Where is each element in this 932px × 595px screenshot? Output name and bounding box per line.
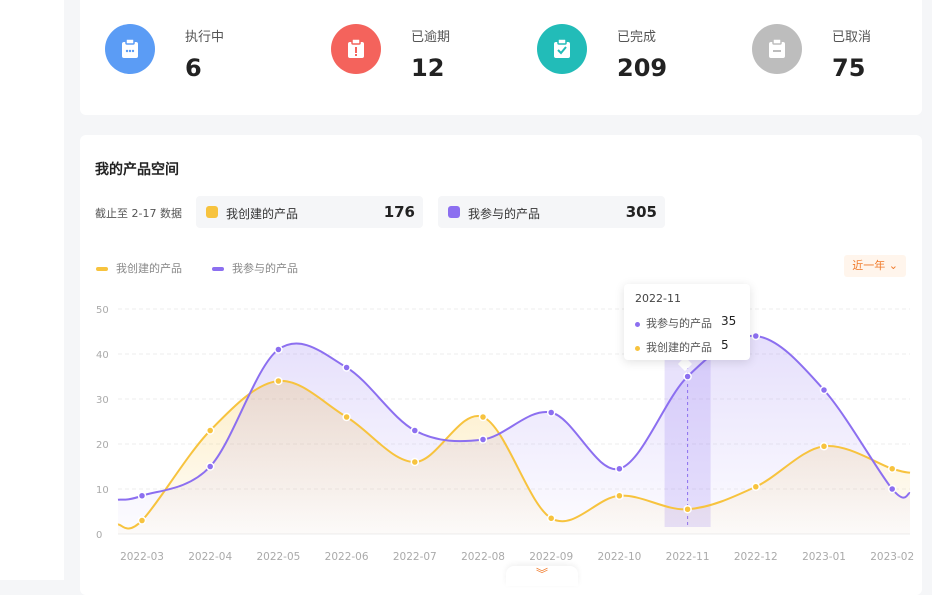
product-trend-chart: 0 10 20 30 40 50 2022-03 2022-04 2022-05 2022-06 2… [96, 305, 914, 563]
legend-swatch [96, 267, 108, 271]
y-tick-label: 20 [96, 440, 109, 451]
stat-label: 已完成 [617, 30, 657, 45]
joined-products-pill[interactable]: 我参与的产品 305 [438, 196, 665, 228]
stat-value: 75 [832, 54, 866, 82]
data-point [615, 491, 624, 500]
section-title: 我的产品空间 [95, 162, 179, 178]
data-point [342, 363, 351, 372]
x-tick-label: 2023-02 [870, 551, 914, 563]
clipboard-dots-icon [105, 24, 155, 74]
series-line [117, 334, 911, 501]
y-tick-label: 50 [96, 305, 109, 316]
data-point [887, 464, 897, 473]
x-tick-label: 2023-01 [802, 551, 846, 563]
stat-value: 209 [617, 54, 668, 82]
x-tick-label: 2022-07 [393, 551, 437, 563]
data-point [205, 426, 215, 435]
series-area [118, 335, 910, 534]
time-range-select[interactable]: 近一年 ⌄ [844, 255, 906, 277]
tooltip-row-joined: 我参与的产品 [635, 315, 712, 331]
series-line [117, 379, 911, 530]
data-point [274, 345, 283, 354]
x-tick-label: 2022-04 [188, 551, 232, 563]
y-tick-label: 10 [96, 485, 109, 496]
tooltip-value: 5 [721, 338, 729, 352]
data-point [683, 372, 692, 381]
stat-label: 执行中 [185, 30, 225, 45]
clipboard-minus-icon [752, 24, 802, 74]
data-point [410, 457, 420, 467]
data-point [751, 482, 761, 491]
data-point [478, 412, 488, 422]
x-tick-label: 2022-09 [529, 551, 573, 563]
tooltip-dot [635, 321, 640, 327]
data-point [546, 514, 556, 523]
task-stats-card: 执行中 6 已逾期 12 已完成 209 已取消 75 [80, 0, 922, 115]
cube-icon [206, 206, 218, 218]
x-tick-label: 2022-08 [461, 551, 505, 563]
expand-toggle-button[interactable]: ︾ [506, 566, 578, 586]
legend-item-joined[interactable]: 我参与的产品 [212, 260, 298, 276]
data-point [342, 412, 351, 422]
data-point [410, 426, 420, 435]
legend-label: 我创建的产品 [116, 262, 182, 275]
y-tick-label: 30 [96, 395, 109, 406]
data-point [751, 331, 761, 341]
x-tick-label: 2022-05 [256, 551, 300, 563]
data-cutoff-note: 截止至 2-17 数据 [95, 207, 182, 220]
x-tick-label: 2022-06 [325, 551, 369, 563]
pill-value: 176 [383, 203, 415, 221]
data-point [137, 491, 147, 500]
tooltip-series-name: 我参与的产品 [646, 317, 712, 330]
pill-label: 我创建的产品 [226, 207, 299, 221]
x-tick-label: 2022-03 [120, 551, 164, 563]
x-tick-label: 2022-10 [597, 551, 641, 563]
stat-value: 6 [185, 54, 202, 82]
tooltip-series-name: 我创建的产品 [646, 341, 712, 354]
legend-label: 我参与的产品 [232, 262, 298, 275]
data-point [683, 505, 692, 514]
created-products-pill[interactable]: 我创建的产品 176 [196, 196, 423, 228]
data-point [274, 376, 283, 386]
y-tick-label: 40 [96, 350, 109, 361]
data-point [615, 464, 624, 473]
tooltip-row-created: 我创建的产品 [635, 339, 712, 355]
pill-label: 我参与的产品 [468, 207, 541, 221]
x-tick-label: 2022-12 [734, 551, 778, 563]
data-point [478, 435, 488, 444]
stat-label: 已取消 [832, 30, 872, 45]
data-point [819, 442, 829, 451]
stat-label: 已逾期 [411, 30, 451, 45]
clipboard-check-icon [537, 24, 587, 74]
data-point [887, 484, 897, 494]
tooltip-title: 2022-11 [635, 292, 681, 305]
double-chevron-down-icon: ︾ [535, 567, 548, 581]
data-point [205, 462, 215, 471]
clipboard-alert-icon [331, 24, 381, 74]
x-tick-label: 2022-11 [666, 551, 710, 563]
stat-value: 12 [411, 54, 445, 82]
y-tick-label: 0 [96, 530, 102, 541]
tooltip-dot [635, 345, 640, 351]
data-point [819, 385, 829, 395]
data-point [546, 408, 556, 417]
tooltip-value: 35 [721, 314, 737, 328]
legend-swatch [212, 267, 224, 271]
left-sidebar-strip [0, 0, 64, 580]
cube-icon [448, 206, 460, 218]
data-point [137, 516, 147, 525]
chart-tooltip: 2022-11 我参与的产品 35 我创建的产品 5 [624, 284, 750, 360]
legend-item-created[interactable]: 我创建的产品 [96, 260, 182, 276]
pill-value: 305 [625, 203, 657, 221]
